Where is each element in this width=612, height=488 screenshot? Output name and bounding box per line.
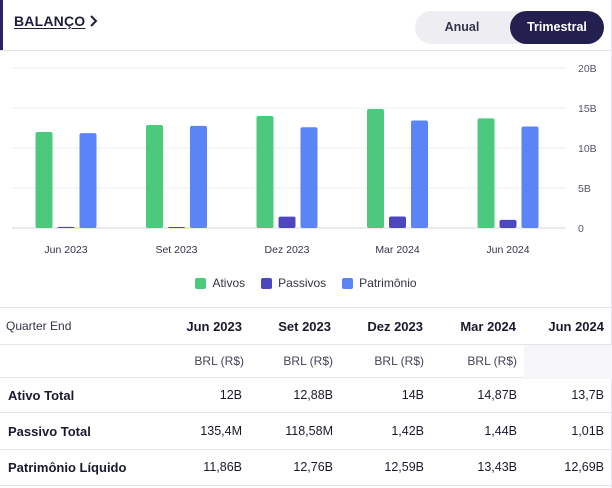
y-tick-label: 0 [578,223,584,235]
bar-ativos [256,116,274,228]
bar-passivos [57,226,75,228]
balance-bar-chart: 0 5B 10B 15B 20B Jun 2023 Set 2023 Dez 2023 Mar … [12,63,597,256]
toggle-annual[interactable]: Anual [444,20,480,34]
value-cell: 12,88B [293,388,333,402]
value-cell: 11,86B [203,460,242,474]
period-header: Jun 2024 [548,318,604,334]
value-cell: 13,7B [571,388,604,402]
legend-item-ativos[interactable]: Ativos [195,276,245,290]
row-divider [0,377,524,378]
bar-patrimônio [521,126,539,228]
bar-patrimônio [190,125,207,228]
x-tick-label: Jun 2024 [486,244,529,256]
row-label: Ativo Total [8,387,75,403]
period-header: Mar 2024 [460,318,516,334]
x-tick-label: Dez 2023 [265,244,310,256]
value-cell: 1,01B [571,424,604,438]
legend-label-ativos: Ativos [212,276,246,290]
legend-item-patrimonio[interactable]: Patrimônio [342,276,417,290]
balance-title-link[interactable]: BALANÇO [14,13,98,29]
balance-title: BALANÇO [14,13,86,29]
value-cell: 12B [219,388,242,402]
row-label: Passivo Total [8,423,91,439]
period-header: Dez 2023 [367,318,423,334]
unit-cell: BRL (R$) [283,354,333,368]
value-cell: 1,44B [484,424,517,438]
row-divider [0,412,612,413]
bar-ativos [477,118,495,228]
x-tick-label: Jun 2023 [44,244,87,256]
table-header-row: Quarter End Jun 2023 Set 2023 Dez 2023 M… [0,308,612,344]
value-cell: 14,87B [477,388,517,402]
y-tick-label: 15B [578,103,597,115]
y-tick-label: 5B [578,183,591,195]
y-tick-label: 10B [578,143,597,155]
table-row: Patrimônio Líquido 11,86B 12,76B 12,59B … [0,450,612,484]
row-label: Patrimônio Líquido [8,459,127,475]
chart-legend: Ativos Passivos Patrimônio [0,276,612,290]
period-header: Jun 2023 [186,318,242,334]
unit-cell: BRL (R$) [194,354,244,368]
bar-patrimônio [79,133,97,228]
unit-cell: BRL (R$) [374,354,424,368]
period-toggle: Anual Trimestral [415,11,604,44]
table-row: Passivo Total 135,4M 118,58M 1,42B 1,44B… [0,413,612,449]
value-cell: 1,42B [391,424,424,438]
card-header: BALANÇO Anual Trimestral [0,0,611,50]
legend-swatch-ativos [195,277,207,289]
value-cell: 13,43B [477,460,517,474]
x-tick-label: Mar 2024 [375,244,420,256]
unit-cell: BRL (R$) [467,354,517,368]
table-top-divider [0,307,612,308]
value-cell: 135,4M [200,424,242,438]
value-cell: 12,59B [384,460,424,474]
unit-empty-cell [524,344,612,379]
bar-patrimônio [300,127,318,228]
row-divider [0,485,612,486]
legend-swatch-patrimonio [342,277,354,289]
toggle-quarterly[interactable]: Trimestral [510,11,604,44]
bar-ativos [35,132,53,228]
units-row: BRL (R$) BRL (R$) BRL (R$) BRL (R$) [0,345,612,377]
y-tick-label: 20B [578,63,597,75]
bar-passivos [278,216,296,228]
legend-label-passivos: Passivos [278,276,327,290]
chevron-right-icon [90,15,98,27]
bar-patrimônio [411,120,428,228]
legend-swatch-passivos [261,277,273,289]
quarter-end-label: Quarter End [6,319,72,333]
row-divider [0,344,612,345]
legend-item-passivos[interactable]: Passivos [261,276,326,290]
header-divider [0,50,612,51]
x-tick-label: Set 2023 [155,244,197,256]
value-cell: 118,58M [285,424,333,438]
bar-ativos [367,109,384,228]
bar-passivos [168,227,185,228]
row-divider [0,449,612,450]
table-row: Ativo Total 12B 12,88B 14B 14,87B 13,7B [0,378,612,412]
bar-ativos [146,124,163,228]
legend-label-patrimonio: Patrimônio [359,276,417,290]
period-header: Set 2023 [278,318,331,334]
value-cell: 12,69B [564,460,604,474]
value-cell: 14B [401,388,424,402]
bar-passivos [499,219,517,228]
value-cell: 12,76B [293,460,333,474]
bar-passivos [389,216,406,228]
